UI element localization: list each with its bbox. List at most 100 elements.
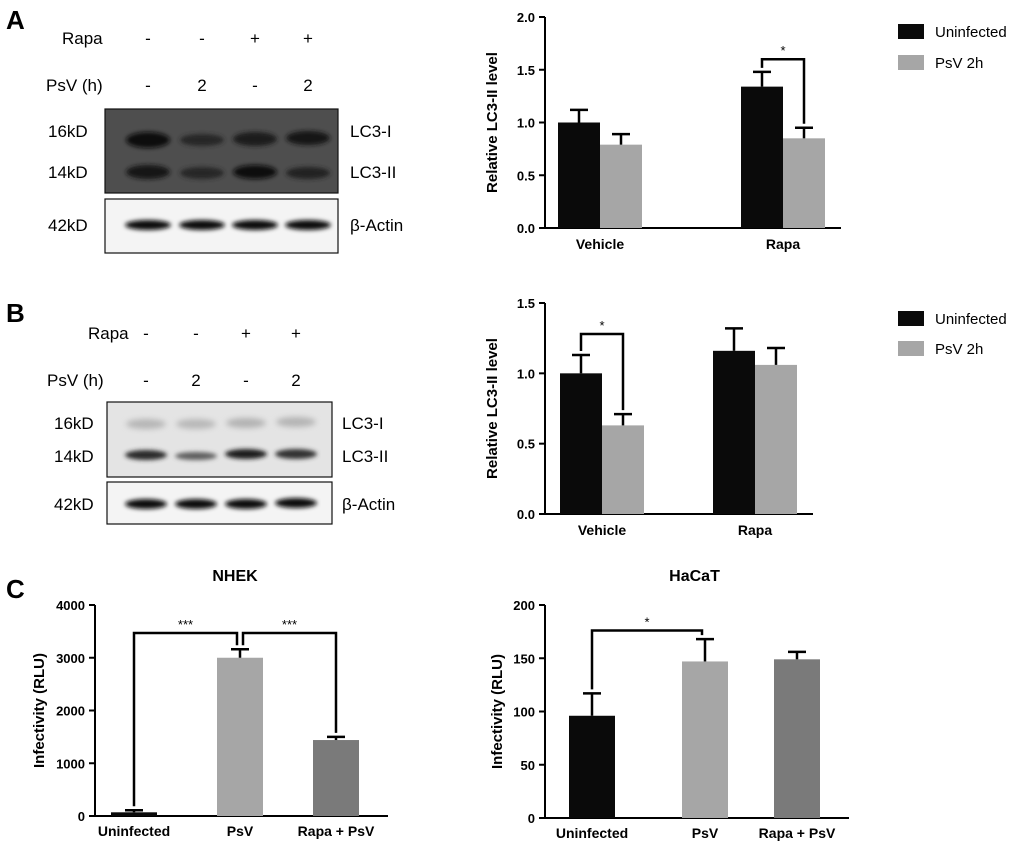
y-tick-label: 0.0 xyxy=(517,507,535,522)
y-tick-label: 0 xyxy=(528,811,535,826)
mw-42kd-label: 42kD xyxy=(48,216,88,235)
significance-bracket xyxy=(590,629,704,690)
y-tick-label: 1.0 xyxy=(517,366,535,381)
y-tick-label: 1.0 xyxy=(517,116,535,131)
significance-bracket xyxy=(241,631,338,733)
legend-swatch-psv xyxy=(898,341,924,356)
bar-psv-2h-vehicle xyxy=(600,144,642,228)
chart-c-nhek-infectivity: NHEK Infectivity (RLU) 0 1000 2000 3000 4000 Un… xyxy=(31,568,388,839)
psv-lane-2: 2 xyxy=(191,371,200,390)
band-lc3i-lane4 xyxy=(276,417,316,427)
y-tick-label: 0.0 xyxy=(517,221,535,236)
psv-lane-1: - xyxy=(145,76,151,95)
significance-bracket xyxy=(579,332,625,411)
psv-lane-4: 2 xyxy=(291,371,300,390)
y-tick-label: 2000 xyxy=(56,704,85,719)
band-actin-lane1 xyxy=(125,220,171,230)
rapa-row-label: Rapa xyxy=(62,29,103,48)
psv-row-label: PsV (h) xyxy=(46,76,103,95)
rapa-lane-4: + xyxy=(291,324,301,343)
legend-swatch-uninfected xyxy=(898,311,924,326)
bar-uninfected-vehicle xyxy=(558,122,600,228)
actin-label: β-Actin xyxy=(350,216,403,235)
band-lc3i-lane4 xyxy=(286,131,330,145)
mw-16kd-label: 16kD xyxy=(48,122,88,141)
significance-label: * xyxy=(780,43,785,58)
x-category-label: PsV xyxy=(227,823,254,839)
rapa-lane-4: + xyxy=(303,29,313,48)
band-actin-lane3 xyxy=(232,220,278,230)
rapa-lane-1: - xyxy=(145,29,151,48)
lc3-bands xyxy=(126,417,316,429)
bar-psv xyxy=(217,657,263,816)
panel-c-letter: C xyxy=(6,574,25,604)
band-lc3i-lane3 xyxy=(226,418,266,428)
chart-title: NHEK xyxy=(212,568,258,585)
y-tick-label: 1.5 xyxy=(517,296,535,311)
band-actin-lane4 xyxy=(285,220,331,230)
lc3ii-bands xyxy=(125,449,317,460)
y-tick-label: 150 xyxy=(513,651,535,666)
psv-lane-2: 2 xyxy=(197,76,206,95)
panel-b-blot: B Rapa - - + + PsV (h) - 2 - 2 16kD 14kD… xyxy=(6,298,395,525)
lc3ii-label: LC3-II xyxy=(342,447,388,466)
panel-a-blot: A Rapa - - + + PsV (h) - 2 - 2 16kD 14kD… xyxy=(6,5,403,254)
band-lc3ii-lane4 xyxy=(286,167,330,179)
lc3i-label: LC3-I xyxy=(342,414,384,433)
legend-label-uninfected: Uninfected xyxy=(935,311,1007,328)
legend-label-psv: PsV 2h xyxy=(935,55,983,72)
band-actin-lane3 xyxy=(225,499,267,509)
band-lc3i-lane3 xyxy=(233,132,277,146)
mw-42kd-label: 42kD xyxy=(54,495,94,514)
psv-lane-1: - xyxy=(143,371,149,390)
band-lc3ii-lane4 xyxy=(275,449,317,459)
mw-14kd-label: 14kD xyxy=(54,447,94,466)
rapa-lane-3: + xyxy=(250,29,260,48)
bar-rapa-psv xyxy=(313,740,359,816)
band-lc3ii-lane1 xyxy=(126,165,170,179)
legend-label-uninfected: Uninfected xyxy=(935,24,1007,41)
lc3-blot-membrane xyxy=(106,401,333,478)
chart-title: HaCaT xyxy=(669,568,720,585)
band-actin-lane2 xyxy=(179,220,225,230)
bar-uninfected-rapa xyxy=(741,86,783,228)
x-category-label: Rapa xyxy=(766,236,800,252)
bar-uninfected xyxy=(111,812,157,816)
band-lc3i-lane1 xyxy=(126,419,166,429)
band-lc3ii-lane2 xyxy=(180,167,224,179)
significance-bracket xyxy=(760,57,806,124)
panel-a-letter: A xyxy=(6,5,25,35)
band-lc3i-lane2 xyxy=(180,134,224,146)
lc3i-label: LC3-I xyxy=(350,122,392,141)
x-category-label: PsV xyxy=(692,825,719,841)
lc3ii-label: LC3-II xyxy=(350,163,396,182)
x-category-label: Vehicle xyxy=(578,522,626,538)
y-tick-label: 0.5 xyxy=(517,168,535,183)
bar-uninfected-vehicle xyxy=(560,373,602,514)
y-tick-label: 4000 xyxy=(56,598,85,613)
legend-swatch-uninfected xyxy=(898,24,924,39)
band-lc3i-lane2 xyxy=(176,419,216,429)
x-category-label: Rapa + PsV xyxy=(298,823,375,839)
y-axis-title: Infectivity (RLU) xyxy=(31,653,48,768)
chart-a-relative-lc3ii: Relative LC3-II level 0.0 0.5 1.0 1.5 2.0 Vehi… xyxy=(484,10,841,252)
bar-psv-2h-rapa xyxy=(783,138,825,228)
y-tick-label: 1.5 xyxy=(517,63,535,78)
y-axis-title: Relative LC3-II level xyxy=(484,52,501,193)
psv-lane-4: 2 xyxy=(303,76,312,95)
legend-chart-a: Uninfected PsV 2h xyxy=(898,24,1007,72)
bar-rapa-psv xyxy=(774,659,820,818)
x-category-label: Rapa + PsV xyxy=(759,825,836,841)
y-tick-label: 100 xyxy=(513,705,535,720)
x-category-label: Rapa xyxy=(738,522,772,538)
psv-row-label: PsV (h) xyxy=(47,371,104,390)
significance-label: *** xyxy=(282,617,297,632)
band-lc3ii-lane3 xyxy=(233,165,277,179)
y-tick-label: 0 xyxy=(78,809,85,824)
band-lc3ii-lane1 xyxy=(125,450,167,460)
x-category-label: Uninfected xyxy=(98,823,170,839)
band-lc3ii-lane2 xyxy=(175,452,217,460)
rapa-lane-2: - xyxy=(193,324,199,343)
lc3-bands xyxy=(126,131,330,179)
